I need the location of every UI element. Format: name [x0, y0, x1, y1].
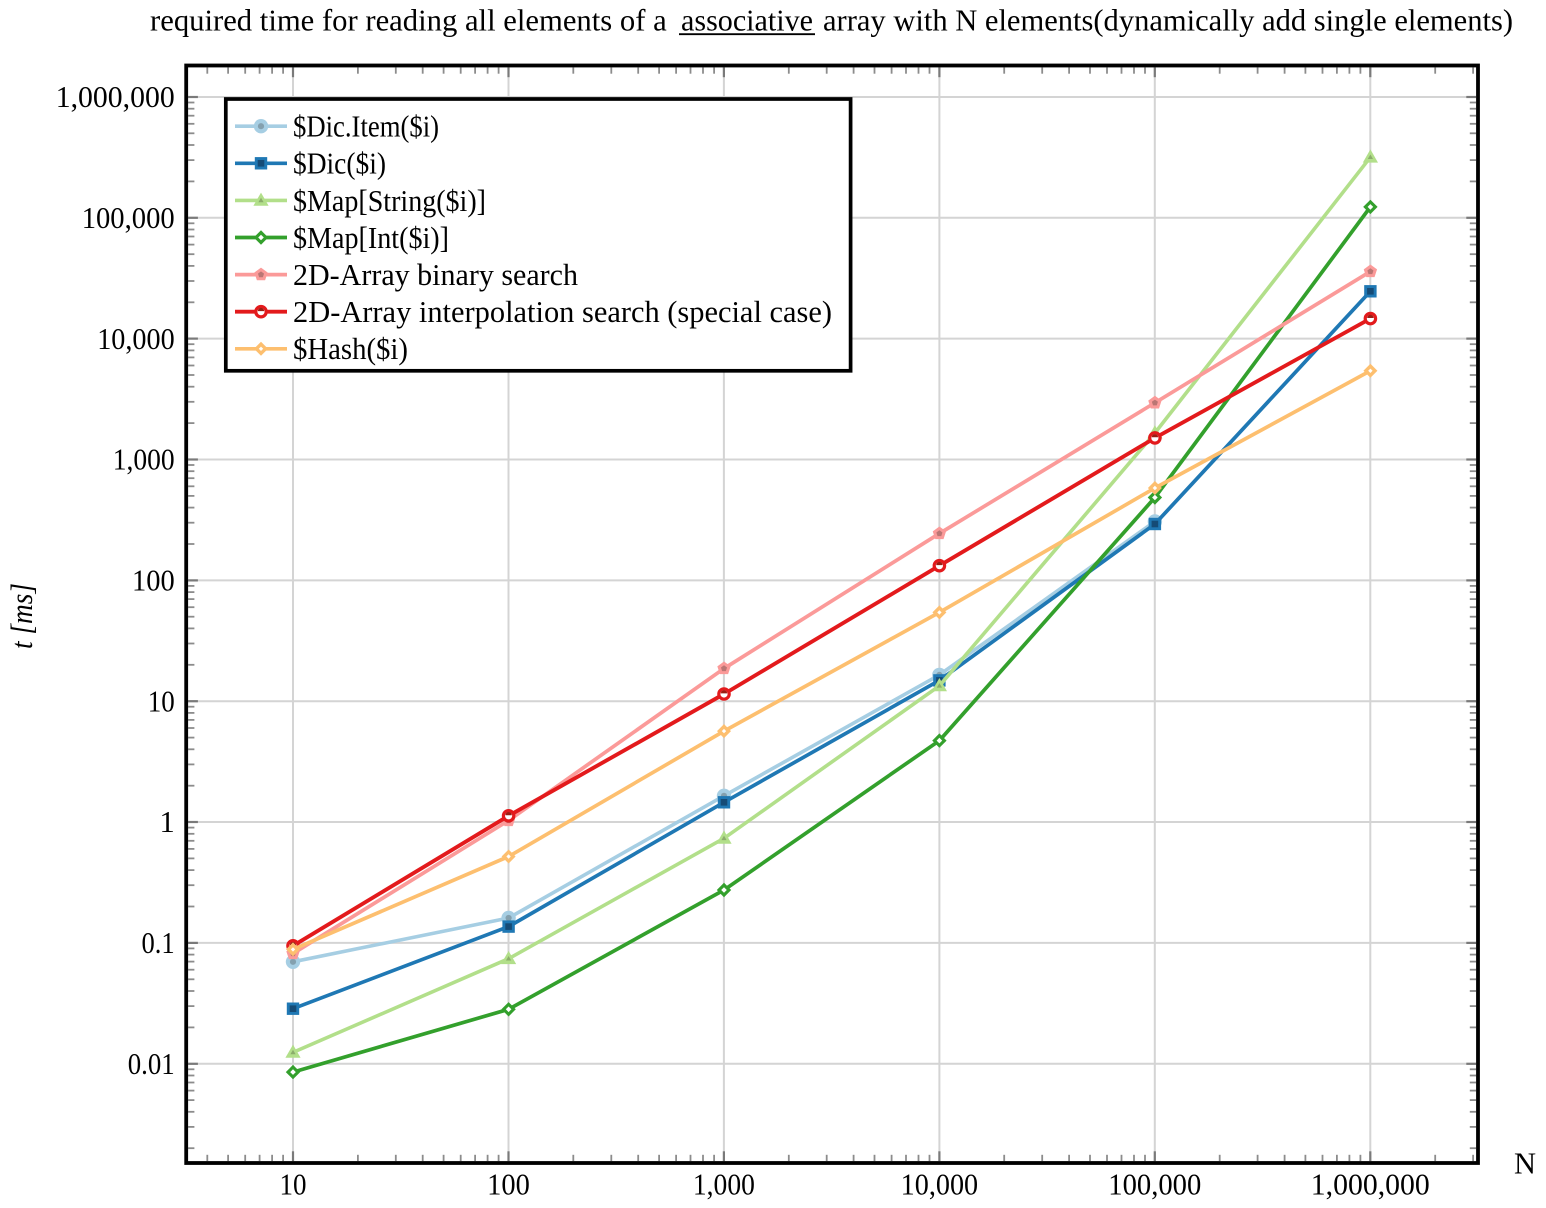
- svg-text:$Map[Int($i)]: $Map[Int($i)]: [293, 221, 449, 255]
- svg-text:$Map[String($i)]: $Map[String($i)]: [293, 184, 486, 218]
- svg-text:100: 100: [132, 564, 175, 598]
- svg-text:0.01: 0.01: [128, 1047, 175, 1081]
- svg-text:$Dic.Item($i): $Dic.Item($i): [293, 110, 439, 144]
- svg-text:associative: associative: [681, 4, 813, 38]
- svg-text:10: 10: [148, 684, 175, 718]
- svg-text:10: 10: [280, 1167, 307, 1201]
- svg-text:$Dic($i): $Dic($i): [293, 147, 386, 181]
- svg-text:0.1: 0.1: [142, 926, 175, 960]
- svg-text:array with N elements(dynamica: array with N elements(dynamically add si…: [823, 4, 1513, 38]
- svg-text:$Hash($i): $Hash($i): [293, 332, 408, 366]
- svg-text:100,000: 100,000: [1108, 1167, 1201, 1201]
- svg-text:10,000: 10,000: [901, 1167, 979, 1201]
- svg-text:1: 1: [159, 805, 174, 839]
- svg-text:required time for reading all: required time for reading all elements o…: [150, 4, 667, 38]
- svg-text:N: N: [1514, 1147, 1536, 1181]
- svg-text:2D-Array interpolation search: 2D-Array interpolation search (special c…: [293, 295, 832, 329]
- svg-text:2D-Array binary search: 2D-Array binary search: [293, 258, 578, 292]
- svg-text:100,000: 100,000: [82, 201, 175, 235]
- svg-text:1,000,000: 1,000,000: [1311, 1167, 1430, 1201]
- svg-text:10,000: 10,000: [97, 322, 175, 356]
- svg-text:1,000,000: 1,000,000: [56, 80, 175, 114]
- svg-text:1,000: 1,000: [693, 1167, 755, 1201]
- svg-text:1,000: 1,000: [113, 443, 175, 477]
- svg-text:t [ms]: t [ms]: [5, 583, 39, 649]
- svg-text:100: 100: [487, 1167, 530, 1201]
